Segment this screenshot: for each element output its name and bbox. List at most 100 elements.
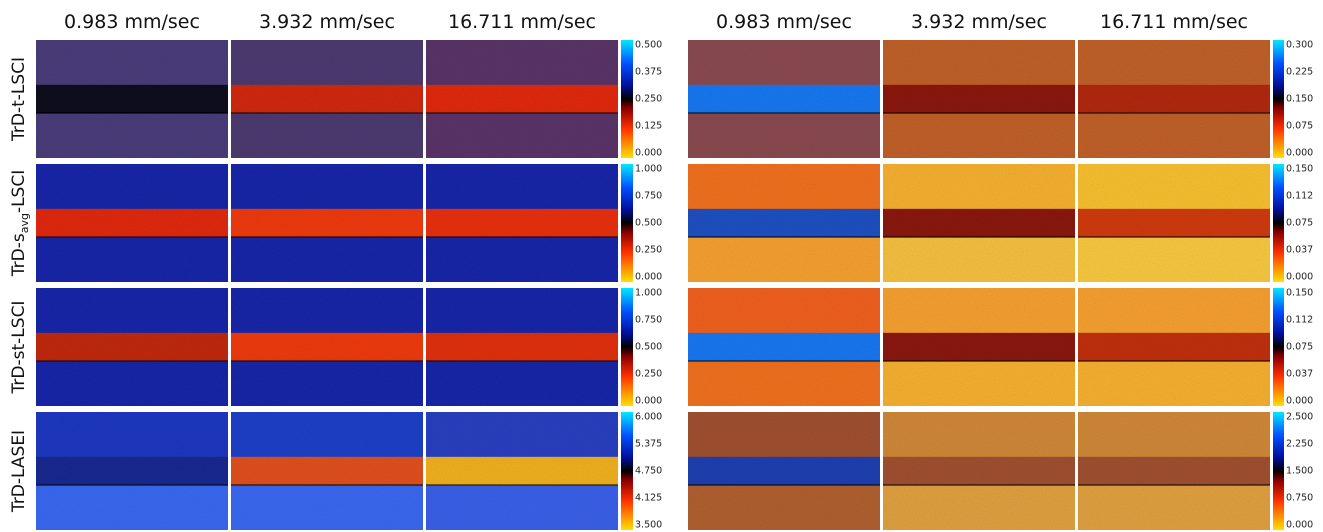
colorbar-tick-label: 0.225 [1286,67,1313,78]
row-label-subscript: avg [18,213,31,233]
panel-band [426,84,618,114]
band-edge [883,235,1075,238]
colorbar-tick-label: 0.000 [635,272,662,283]
row-label-suffix: -LSCI [9,170,29,213]
image-panel [231,412,423,530]
panel-band [231,456,423,486]
colorbar-tick-label: 4.750 [635,466,662,477]
panel-band [426,332,618,362]
colorbar [621,40,633,158]
panel-band [688,84,880,114]
image-panel [36,288,228,406]
panel-band [231,84,423,114]
colorbar-tick-label: 0.000 [1286,520,1313,531]
panel-band [688,332,880,362]
row-label-text: TrD-s [9,233,29,277]
colorbar-tick-label: 0.150 [1286,94,1313,105]
colorbar-tick-label: 0.000 [635,148,662,159]
row-label-text: TrD-t-LSCI [9,57,29,142]
image-panel [688,412,880,530]
colorbar-tick-label: 0.125 [635,121,662,132]
panel-band [883,332,1075,362]
row-label: TrD-t-LSCI [9,57,29,142]
panel-band [231,332,423,362]
image-panel [883,288,1075,406]
panel-band [883,456,1075,486]
colorbar-tick-label: 0.000 [635,396,662,407]
colorbar-tick-label: 0.075 [1286,218,1313,229]
band-edge [231,235,423,238]
band-edge [688,111,880,114]
band-edge [1078,235,1270,238]
colorbar [1273,164,1284,282]
band-edge [1078,111,1270,114]
column-header: 16.711 mm/sec [1100,11,1248,33]
panel-band [231,208,423,238]
colorbar-tick-label: 0.112 [1286,191,1313,202]
colorbar-tick-label: 0.500 [635,218,662,229]
panel-band [883,208,1075,238]
colorbar-tick-label: 0.500 [635,40,662,51]
row-label: TrD-LASEI [9,430,29,513]
colorbar-tick-label: 0.375 [635,67,662,78]
band-edge [231,359,423,362]
image-panel [1078,40,1270,158]
colorbar [1273,288,1284,406]
image-panel [426,164,618,282]
band-edge [36,359,228,362]
colorbar-tick-label: 0.750 [635,191,662,202]
colorbar-tick-label: 1.000 [635,164,662,175]
colorbar [621,164,633,282]
panel-band [688,208,880,238]
colorbar-tick-label: 3.500 [635,520,662,531]
column-header: 16.711 mm/sec [448,11,596,33]
colorbar-tick-label: 2.500 [1286,412,1313,423]
colorbar-tick-label: 0.037 [1286,245,1313,256]
colorbar-tick-label: 1.000 [635,288,662,299]
image-panel [688,288,880,406]
band-edge [426,111,618,114]
colorbar-tick-label: 5.375 [635,439,662,450]
colorbar-tick-label: 0.150 [1286,164,1313,175]
column-header: 3.932 mm/sec [259,11,395,33]
band-edge [883,359,1075,362]
panel-band [426,208,618,238]
band-edge [36,235,228,238]
image-panel [1078,412,1270,530]
panel-band [426,456,618,486]
image-panel [883,164,1075,282]
colorbar-tick-label: 0.150 [1286,288,1313,299]
colorbar-tick-label: 0.112 [1286,315,1313,326]
colorbar-tick-label: 0.250 [635,245,662,256]
band-edge [883,483,1075,486]
colorbar-tick-label: 6.000 [635,412,662,423]
panel-band [1078,456,1270,486]
image-panel [426,412,618,530]
image-panel [883,412,1075,530]
panel-band [1078,332,1270,362]
image-panel [426,288,618,406]
colorbar-tick-label: 4.125 [635,493,662,504]
panel-band [1078,208,1270,238]
row-label-text: TrD-st-LSCI [9,301,29,395]
band-edge [426,359,618,362]
colorbar-tick-label: 0.000 [1286,272,1313,283]
band-edge [883,111,1075,114]
panel-band [36,456,228,486]
panel-band [688,456,880,486]
colorbar-tick-label: 0.000 [1286,148,1313,159]
image-panel [36,412,228,530]
colorbar-tick-label: 0.250 [635,94,662,105]
panel-band [1078,84,1270,114]
colorbar [1273,412,1284,530]
colorbar-tick-label: 0.750 [635,315,662,326]
colorbar [1273,40,1284,158]
row-label-text: TrD-LASEI [9,430,29,513]
image-panel [883,40,1075,158]
band-edge [688,483,880,486]
column-header: 3.932 mm/sec [911,11,1047,33]
band-edge [426,483,618,486]
image-panel [36,40,228,158]
image-panel [231,164,423,282]
